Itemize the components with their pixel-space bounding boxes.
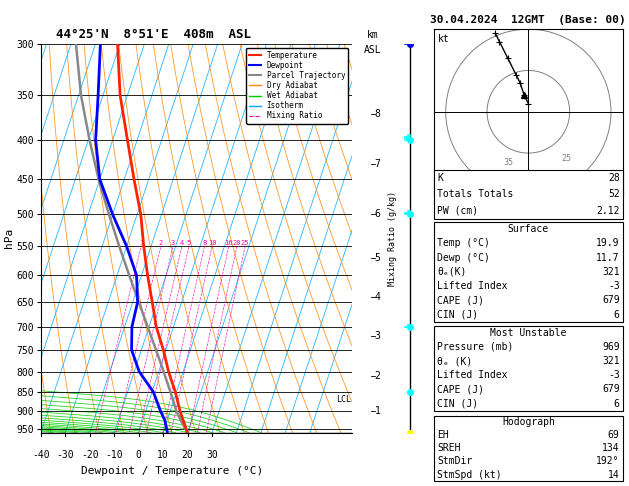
- Text: 10: 10: [208, 241, 216, 246]
- Text: Hodograph: Hodograph: [502, 417, 555, 427]
- Text: K: K: [437, 173, 443, 183]
- Text: 14: 14: [608, 469, 620, 480]
- Text: 2.12: 2.12: [596, 206, 620, 216]
- Text: Dewp (°C): Dewp (°C): [437, 253, 490, 263]
- Text: 321: 321: [602, 267, 620, 277]
- Text: LCL: LCL: [336, 395, 351, 404]
- Text: SREH: SREH: [437, 443, 460, 453]
- Text: 7: 7: [375, 159, 381, 169]
- Text: 3: 3: [171, 241, 175, 246]
- Text: 6: 6: [375, 209, 381, 220]
- Text: Lifted Index: Lifted Index: [437, 370, 508, 380]
- Text: StmDir: StmDir: [437, 456, 472, 467]
- Text: CAPE (J): CAPE (J): [437, 384, 484, 395]
- Text: 679: 679: [602, 384, 620, 395]
- Text: 28: 28: [608, 173, 620, 183]
- Text: θₑ (K): θₑ (K): [437, 356, 472, 366]
- Text: 25: 25: [241, 241, 249, 246]
- Text: PW (cm): PW (cm): [437, 206, 478, 216]
- Text: -10: -10: [106, 450, 123, 460]
- Text: -40: -40: [32, 450, 50, 460]
- Text: -3: -3: [608, 370, 620, 380]
- Text: 11.7: 11.7: [596, 253, 620, 263]
- Text: CAPE (J): CAPE (J): [437, 295, 484, 305]
- Text: 134: 134: [602, 443, 620, 453]
- Text: 35: 35: [504, 158, 513, 168]
- Text: EH: EH: [437, 430, 449, 440]
- Text: 2: 2: [159, 241, 163, 246]
- Text: Pressure (mb): Pressure (mb): [437, 342, 513, 352]
- Text: Totals Totals: Totals Totals: [437, 190, 513, 199]
- Text: kt: kt: [438, 34, 450, 44]
- Text: 30: 30: [206, 450, 218, 460]
- Text: 16: 16: [225, 241, 233, 246]
- Text: 192°: 192°: [596, 456, 620, 467]
- Text: 25: 25: [562, 155, 571, 163]
- Text: 69: 69: [608, 430, 620, 440]
- Text: 6: 6: [614, 310, 620, 320]
- Text: Temp (°C): Temp (°C): [437, 239, 490, 248]
- Text: Mixing Ratio (g/kg): Mixing Ratio (g/kg): [388, 191, 397, 286]
- Text: 5: 5: [187, 241, 191, 246]
- Text: km: km: [367, 30, 379, 40]
- Text: StmSpd (kt): StmSpd (kt): [437, 469, 502, 480]
- Text: 10: 10: [157, 450, 169, 460]
- Text: 4: 4: [375, 292, 381, 302]
- Text: -20: -20: [81, 450, 99, 460]
- Text: 0: 0: [136, 450, 142, 460]
- Text: 679: 679: [602, 295, 620, 305]
- Text: ASL: ASL: [364, 45, 382, 55]
- Text: 44°25'N  8°51'E  408m  ASL: 44°25'N 8°51'E 408m ASL: [57, 28, 252, 41]
- Text: CIN (J): CIN (J): [437, 310, 478, 320]
- Y-axis label: hPa: hPa: [4, 228, 14, 248]
- Text: © weatheronline.co.uk: © weatheronline.co.uk: [467, 473, 590, 484]
- Text: 20: 20: [182, 450, 194, 460]
- Text: 969: 969: [602, 342, 620, 352]
- Text: Surface: Surface: [508, 224, 549, 234]
- Text: 8: 8: [203, 241, 206, 246]
- Text: Most Unstable: Most Unstable: [490, 328, 567, 338]
- Text: 52: 52: [608, 190, 620, 199]
- Text: 6: 6: [614, 399, 620, 409]
- Text: 1: 1: [139, 241, 143, 246]
- Text: 321: 321: [602, 356, 620, 366]
- Text: 30.04.2024  12GMT  (Base: 00): 30.04.2024 12GMT (Base: 00): [430, 15, 626, 25]
- Text: 4: 4: [180, 241, 184, 246]
- Text: 20: 20: [233, 241, 241, 246]
- Text: θₑ(K): θₑ(K): [437, 267, 467, 277]
- Text: 3: 3: [375, 331, 381, 341]
- Text: -3: -3: [608, 281, 620, 291]
- Text: CIN (J): CIN (J): [437, 399, 478, 409]
- Text: 2: 2: [375, 371, 381, 381]
- Legend: Temperature, Dewpoint, Parcel Trajectory, Dry Adiabat, Wet Adiabat, Isotherm, Mi: Temperature, Dewpoint, Parcel Trajectory…: [246, 48, 348, 123]
- Text: 5: 5: [375, 253, 381, 263]
- Text: -30: -30: [57, 450, 74, 460]
- Text: 19.9: 19.9: [596, 239, 620, 248]
- Text: 1: 1: [375, 406, 381, 416]
- Text: Dewpoint / Temperature (°C): Dewpoint / Temperature (°C): [81, 466, 263, 476]
- Text: Lifted Index: Lifted Index: [437, 281, 508, 291]
- Text: 8: 8: [375, 109, 381, 119]
